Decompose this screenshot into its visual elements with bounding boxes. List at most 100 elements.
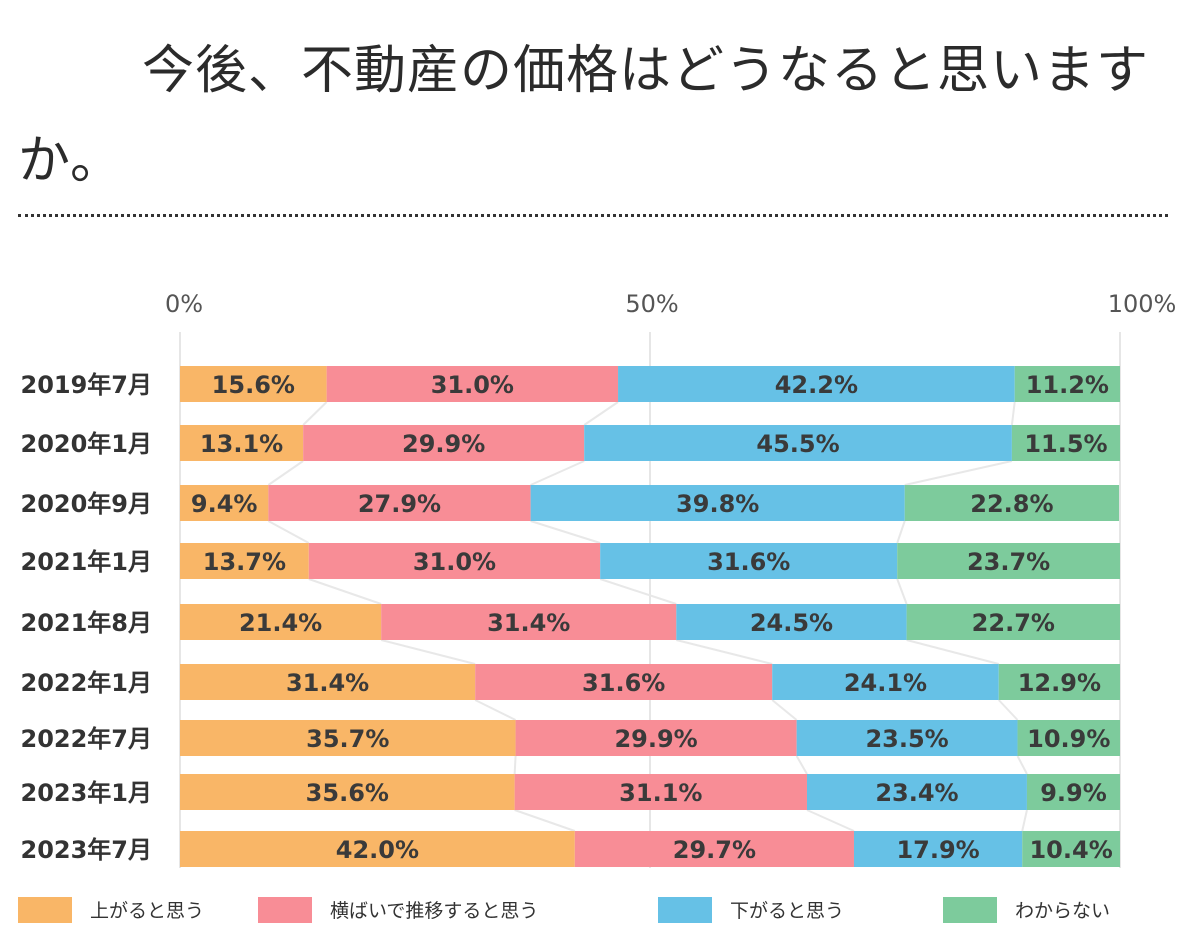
bar-segment: [308, 543, 601, 579]
data-label: 23.5%: [865, 725, 948, 753]
x-tick-label: 50%: [625, 290, 678, 318]
data-label: 22.7%: [972, 609, 1055, 637]
bar-segment: [904, 485, 1120, 521]
data-label: 31.6%: [707, 548, 790, 576]
data-label: 24.5%: [750, 609, 833, 637]
bar-segment: [676, 604, 907, 640]
x-tick-label: 100%: [1108, 290, 1177, 318]
bar-segment: [180, 485, 269, 521]
legend-label: わからない: [1015, 900, 1110, 922]
connector-line: [308, 578, 382, 605]
data-label: 21.4%: [239, 609, 322, 637]
legend-swatch: [18, 897, 72, 923]
legend-swatch: [943, 897, 997, 923]
data-label: 9.9%: [1040, 779, 1107, 807]
connector-line: [513, 755, 517, 775]
data-label: 31.4%: [487, 609, 570, 637]
y-category-label: 2021年1月: [21, 548, 153, 576]
bar-segment: [772, 664, 999, 700]
data-label: 31.4%: [286, 669, 369, 697]
legend-swatch: [258, 897, 312, 923]
bar-segment: [326, 366, 619, 402]
data-label: 29.7%: [673, 836, 756, 864]
bar-segment: [1017, 720, 1120, 756]
bar-segment: [180, 720, 516, 756]
data-label: 29.9%: [614, 725, 697, 753]
connector-line: [904, 460, 1013, 486]
connector-line: [380, 639, 476, 665]
connector-line: [474, 699, 517, 721]
connector-line: [1021, 809, 1028, 832]
connector-line: [530, 460, 585, 486]
connector-line: [514, 809, 576, 832]
data-label: 15.6%: [212, 371, 295, 399]
data-label: 17.9%: [896, 836, 979, 864]
connector-line: [1016, 755, 1028, 775]
connector-line: [896, 520, 906, 544]
connector-line: [795, 755, 808, 775]
data-label: 9.4%: [191, 490, 258, 518]
data-label: 13.1%: [200, 430, 283, 458]
legend-swatch: [658, 897, 712, 923]
legend-label: 下がると思う: [730, 900, 844, 922]
legend-label: 上がると思う: [90, 900, 204, 922]
data-label: 13.7%: [203, 548, 286, 576]
data-label: 10.9%: [1027, 725, 1110, 753]
data-label: 39.8%: [676, 490, 759, 518]
data-label: 35.6%: [306, 779, 389, 807]
y-category-label: 2023年1月: [21, 779, 153, 807]
connector-line: [771, 699, 798, 721]
bar-segment: [806, 774, 1027, 810]
connector-line: [267, 460, 304, 486]
connector-line: [906, 639, 999, 665]
y-category-label: 2020年9月: [21, 490, 153, 518]
bar-segment: [180, 774, 515, 810]
data-label: 31.1%: [619, 779, 702, 807]
data-label: 22.8%: [970, 490, 1053, 518]
data-label: 45.5%: [756, 430, 839, 458]
bar-segment: [475, 664, 773, 700]
data-label: 42.2%: [775, 371, 858, 399]
bar-segment: [998, 664, 1120, 700]
bar-segment: [180, 543, 309, 579]
bar-segment: [1022, 831, 1120, 867]
bar-segment: [268, 485, 531, 521]
bar-segment: [180, 831, 575, 867]
y-category-label: 2020年1月: [21, 430, 153, 458]
bar-segment: [618, 366, 1015, 402]
bar-segment: [1026, 774, 1120, 810]
connector-line: [530, 520, 601, 544]
bar-segment: [381, 604, 677, 640]
data-label: 27.9%: [358, 490, 441, 518]
bar-segment: [584, 425, 1012, 461]
data-label: 35.7%: [306, 725, 389, 753]
data-label: 42.0%: [336, 836, 419, 864]
y-category-label: 2022年7月: [21, 725, 153, 753]
bar-segment: [180, 366, 327, 402]
data-label: 23.7%: [967, 548, 1050, 576]
connector-line: [302, 401, 328, 426]
bar-segment: [574, 831, 854, 867]
bar-segment: [600, 543, 898, 579]
connector-line: [676, 639, 773, 665]
data-label: 10.4%: [1029, 836, 1112, 864]
bar-segment: [180, 664, 476, 700]
data-label: 11.2%: [1026, 371, 1109, 399]
y-category-label: 2019年7月: [21, 371, 153, 399]
connector-line: [1010, 401, 1016, 426]
data-label: 31.0%: [413, 548, 496, 576]
bar-segment: [897, 543, 1120, 579]
legend-label: 横ばいで推移すると思う: [330, 900, 538, 922]
x-tick-label: 0%: [165, 290, 203, 318]
dotted-divider: [18, 214, 1168, 217]
data-label: 31.0%: [431, 371, 514, 399]
bar-segment: [1011, 425, 1120, 461]
bar-segment: [180, 604, 382, 640]
connector-line: [896, 578, 908, 605]
bar-segment: [796, 720, 1018, 756]
page-title: 今後、不動産の価格はどうなると思いますか。: [18, 41, 1150, 191]
data-label: 23.4%: [875, 779, 958, 807]
connector-line: [599, 578, 677, 605]
bar-segment: [303, 425, 585, 461]
